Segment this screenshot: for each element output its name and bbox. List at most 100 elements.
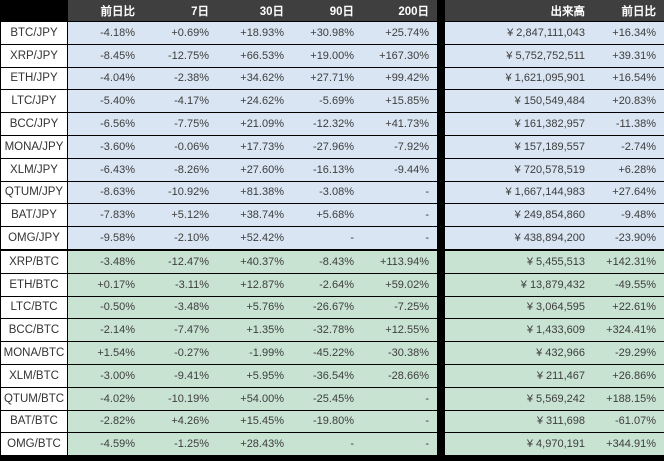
volume-cell: ¥ 3,064,595	[526, 301, 585, 314]
volume-change-1d-cell: +39.31%	[612, 49, 656, 62]
volume-cell: ¥ 1,667,144,983	[505, 186, 585, 199]
pair-label: BAT/JPY	[0, 204, 68, 227]
change-90d-cell: -26.67%	[313, 301, 354, 314]
change-200d-cell: +59.02%	[385, 278, 429, 291]
change-200d-cell: -	[425, 209, 429, 222]
change-200d-cell: -7.92%	[394, 140, 429, 153]
section-divider	[437, 22, 445, 44]
change-7d-cell: -9.41%	[174, 369, 209, 382]
table-row: BAT/JPY -7.83% +5.12% +38.74% +5.68% - ¥…	[0, 204, 664, 228]
change-1d-cell: -4.59%	[100, 438, 135, 451]
change-90d-cell: -19.80%	[313, 415, 354, 428]
pair-label: BAT/BTC	[0, 410, 68, 433]
change-30d-cell: +5.95%	[246, 369, 284, 382]
pair-label: MONA/JPY	[0, 135, 68, 158]
volume-cell: ¥ 438,894,200	[514, 232, 585, 245]
pair-label: QTUM/BTC	[0, 387, 68, 410]
section-divider	[437, 387, 445, 410]
change-1d-cell: -3.48%	[100, 255, 135, 268]
volume-cell: ¥ 311,698	[536, 415, 585, 428]
change-1d-cell: -4.04%	[100, 72, 135, 85]
change-200d-cell: +41.73%	[385, 118, 429, 131]
section-divider	[437, 204, 445, 227]
volume-change-1d-cell: -29.29%	[615, 347, 656, 360]
change-90d-cell: -25.45%	[313, 392, 354, 405]
change-30d-cell: +52.42%	[240, 232, 284, 245]
change-1d-cell: -2.82%	[100, 415, 135, 428]
table-row: ETH/JPY -4.04% -2.38% +34.62% +27.71% +9…	[0, 67, 664, 91]
header-volume-change: 前日比	[621, 5, 657, 18]
section-divider	[437, 227, 445, 249]
change-1d-cell: -5.40%	[100, 95, 135, 108]
section-divider	[437, 410, 445, 433]
pair-label: XRP/BTC	[0, 250, 68, 273]
table-row: XLM/BTC -3.00% -9.41% +5.95% -36.54% -28…	[0, 364, 664, 388]
volume-cell: ¥ 150,549,484	[514, 95, 585, 108]
volume-cell: ¥ 1,433,609	[526, 324, 585, 337]
section-divider	[437, 0, 445, 21]
table-header: 前日比 7日 30日 90日 200日 出来高 前日比	[0, 0, 664, 22]
volume-change-1d-cell: +27.64%	[612, 186, 656, 199]
change-1d-cell: +0.17%	[97, 278, 135, 291]
change-1d-cell: -3.60%	[100, 140, 135, 153]
change-200d-cell: +99.42%	[385, 72, 429, 85]
change-90d-cell: +27.71%	[310, 72, 354, 85]
change-90d-cell: -3.08%	[319, 186, 354, 199]
change-7d-cell: -8.26%	[174, 163, 209, 176]
change-200d-cell: -	[425, 438, 429, 451]
section-divider	[437, 135, 445, 158]
table-row: QTUM/BTC -4.02% -10.19% +54.00% -25.45% …	[0, 387, 664, 411]
pair-label: QTUM/JPY	[0, 181, 68, 204]
table-row: LTC/BTC -0.50% -3.48% +5.76% -26.67% -7.…	[0, 296, 664, 320]
change-30d-cell: +12.87%	[240, 278, 284, 291]
change-1d-cell: -7.83%	[100, 209, 135, 222]
volume-cell: ¥ 720,578,519	[514, 163, 585, 176]
change-30d-cell: +28.43%	[240, 438, 284, 451]
table-row: XRP/BTC -3.48% -12.47% +40.37% -8.43% +1…	[0, 250, 664, 274]
volume-change-1d-cell: +20.83%	[612, 95, 656, 108]
change-200d-cell: -	[425, 186, 429, 199]
change-1d-cell: -4.18%	[100, 26, 135, 39]
change-1d-cell: -0.50%	[100, 301, 135, 314]
volume-change-1d-cell: -49.55%	[615, 278, 656, 291]
change-7d-cell: -4.17%	[174, 95, 209, 108]
change-1d-cell: -8.45%	[100, 49, 135, 62]
volume-cell: ¥ 432,966	[536, 347, 585, 360]
section-divider	[437, 319, 445, 342]
volume-change-1d-cell: -11.38%	[615, 118, 656, 131]
table-body: BTC/JPY -4.18% +0.69% +18.93% +30.98% +2…	[0, 22, 664, 457]
volume-change-1d-cell: +16.34%	[612, 26, 656, 39]
change-90d-cell: -36.54%	[313, 369, 354, 382]
change-7d-cell: +5.12%	[171, 209, 209, 222]
change-1d-cell: -4.02%	[100, 392, 135, 405]
table-row: LTC/JPY -5.40% -4.17% +24.62% -5.69% +15…	[0, 90, 664, 114]
volume-change-1d-cell: +324.41%	[606, 324, 656, 337]
pair-label: OMG/BTC	[0, 433, 68, 456]
change-90d-cell: -32.78%	[313, 324, 354, 337]
section-divider	[437, 44, 445, 67]
pair-label: ETH/BTC	[0, 273, 68, 296]
header-pair-cell	[0, 0, 68, 21]
volume-cell: ¥ 13,879,432	[520, 278, 585, 291]
volume-cell: ¥ 211,467	[536, 369, 585, 382]
change-7d-cell: -0.27%	[174, 347, 209, 360]
volume-cell: ¥ 157,189,557	[514, 140, 585, 153]
table-row: XRP/JPY -8.45% -12.75% +66.53% +19.00% +…	[0, 44, 664, 68]
pair-label: BCC/BTC	[0, 319, 68, 342]
volume-change-1d-cell: +6.28%	[618, 163, 656, 176]
header-change-1d: 前日比	[100, 5, 136, 18]
section-divider	[437, 181, 445, 204]
table-bottom-border	[0, 456, 664, 461]
change-7d-cell: -12.47%	[168, 255, 209, 268]
volume-change-1d-cell: -9.48%	[621, 209, 656, 222]
change-90d-cell: -2.64%	[319, 278, 354, 291]
volume-change-1d-cell: +26.86%	[612, 369, 656, 382]
change-7d-cell: -10.92%	[168, 186, 209, 199]
change-7d-cell: -2.10%	[174, 232, 209, 245]
change-30d-cell: +40.37%	[240, 255, 284, 268]
header-change-200d: 200日	[398, 5, 429, 18]
change-30d-cell: +15.45%	[240, 415, 284, 428]
header-change-7d: 7日	[191, 5, 209, 18]
change-1d-cell: -6.56%	[100, 118, 135, 131]
